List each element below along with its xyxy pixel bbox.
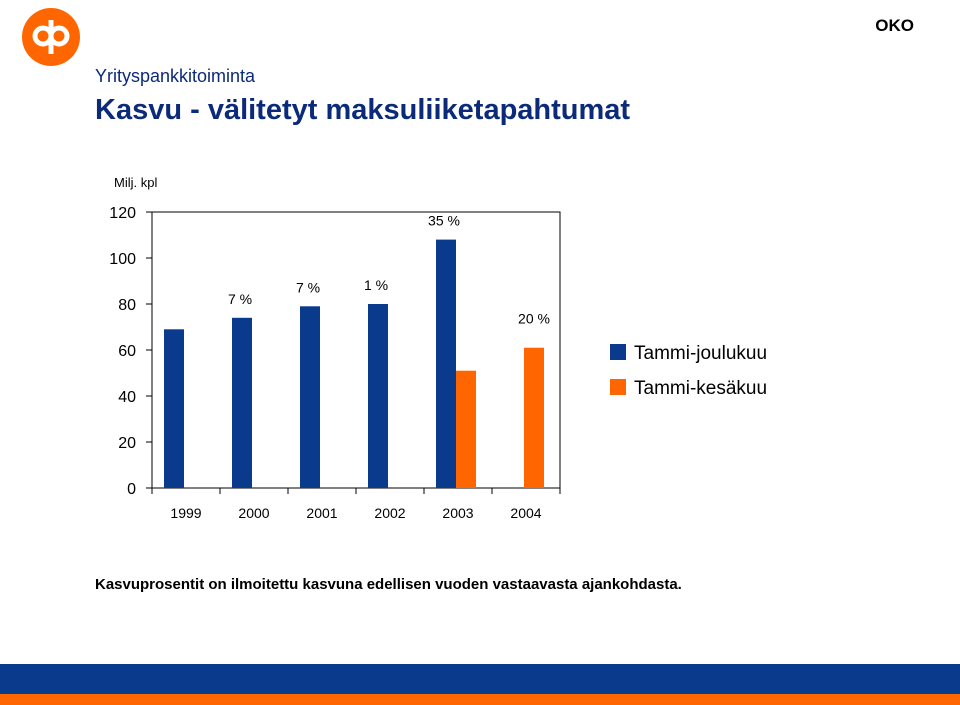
bar <box>232 317 252 488</box>
op-logo-icon <box>22 8 80 66</box>
bar <box>524 347 544 488</box>
data-label: 7 % <box>296 279 320 295</box>
bar <box>456 370 476 488</box>
data-label: 1 % <box>364 277 388 293</box>
footer-band-blue <box>0 664 960 694</box>
legend-label: Tammi-kesäkuu <box>634 378 767 399</box>
bar <box>164 329 184 488</box>
bar <box>436 239 456 488</box>
plot-area <box>151 211 561 489</box>
page-title: Kasvu - välitetyt maksuliiketapahtumat <box>95 94 631 126</box>
y-unit-label: Milj. kpl <box>114 175 157 190</box>
footnote: Kasvuprosentit on ilmoitettu kasvuna ede… <box>95 576 682 593</box>
x-tick-label: 2003 <box>442 505 473 521</box>
footer-band-orange <box>0 694 960 705</box>
bar <box>300 306 320 488</box>
y-tick-label: 40 <box>118 389 136 406</box>
bar <box>368 304 388 488</box>
y-tick-label: 60 <box>118 343 136 360</box>
x-tick-label: 1999 <box>170 505 201 521</box>
y-tick-label: 100 <box>109 251 136 268</box>
y-tick-label: 80 <box>118 297 136 314</box>
section-title: Yrityspankkitoiminta <box>95 66 256 86</box>
x-tick-label: 2000 <box>238 505 269 521</box>
x-tick-label: 2001 <box>306 505 337 521</box>
bar-chart: Milj. kpl 0 20 40 60 80 100 120 1999 2000 2001 2002… <box>109 175 767 521</box>
legend-swatch <box>610 344 626 360</box>
data-label: 20 % <box>518 311 550 327</box>
data-label: 7 % <box>228 291 252 307</box>
y-tick-label: 0 <box>127 481 136 498</box>
legend-label: Tammi-joulukuu <box>634 343 767 364</box>
brand-name: OKO <box>875 16 914 35</box>
y-tick-label: 120 <box>109 205 136 222</box>
x-tick-label: 2004 <box>510 505 541 521</box>
data-label: 35 % <box>428 213 460 229</box>
legend-swatch <box>610 379 626 395</box>
y-tick-label: 20 <box>118 435 136 452</box>
x-tick-label: 2002 <box>374 505 405 521</box>
